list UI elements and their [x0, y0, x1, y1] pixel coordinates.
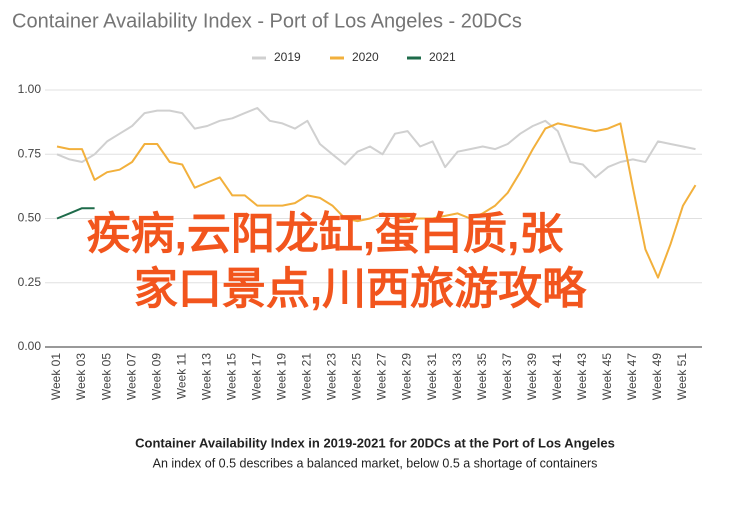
overlay-text: 家口景点,川西旅游攻略: [134, 265, 587, 314]
chart-title: Container Availability Index - Port of L…: [12, 10, 522, 32]
legend-label: 2021: [429, 50, 456, 64]
x-tick-label: Week 11: [174, 353, 188, 400]
x-tick-label: Week 17: [249, 353, 263, 400]
x-tick-label: Week 45: [600, 353, 614, 400]
series-line: [56, 207, 95, 220]
y-tick-label: 0.25: [18, 275, 42, 289]
x-tick-label: Week 21: [300, 353, 314, 400]
x-tick-label: Week 39: [525, 353, 539, 400]
x-tick-label: Week 43: [575, 353, 589, 400]
x-tick-label: Week 37: [500, 353, 514, 400]
x-tick-label: Week 27: [375, 353, 389, 400]
x-tick-label: Week 01: [49, 353, 63, 400]
caption: Container Availability Index in 2019-202…: [135, 435, 615, 450]
x-tick-label: Week 49: [650, 353, 664, 400]
x-tick-label: Week 47: [625, 353, 639, 400]
x-tick-label: Week 51: [675, 353, 689, 400]
legend-label: 2020: [352, 50, 379, 64]
x-tick-label: Week 29: [400, 353, 414, 400]
y-tick-label: 0.00: [18, 339, 42, 353]
x-tick-label: Week 23: [325, 353, 339, 400]
overlay-text: 疾病,云阳龙缸,蛋白质,张: [87, 209, 564, 259]
x-tick-label: Week 05: [99, 353, 113, 400]
x-tick-label: Week 15: [224, 353, 238, 400]
subcaption: An index of 0.5 describes a balanced mar…: [153, 456, 598, 470]
x-tick-label: Week 19: [275, 353, 289, 400]
x-tick-label: Week 25: [350, 353, 364, 400]
x-tick-label: Week 35: [475, 353, 489, 400]
x-tick-label: Week 13: [199, 353, 213, 400]
x-tick-label: Week 03: [74, 353, 88, 400]
x-tick-label: Week 07: [124, 353, 138, 400]
series-line: [56, 122, 697, 279]
x-tick-label: Week 41: [550, 353, 564, 400]
x-tick-label: Week 33: [450, 353, 464, 400]
y-tick-label: 1.00: [18, 82, 42, 96]
y-tick-label: 0.50: [18, 211, 42, 225]
legend-label: 2019: [274, 50, 301, 64]
x-tick-label: Week 09: [149, 353, 163, 400]
x-tick-label: Week 31: [425, 353, 439, 400]
y-tick-label: 0.75: [18, 146, 42, 160]
series-line: [56, 107, 696, 179]
